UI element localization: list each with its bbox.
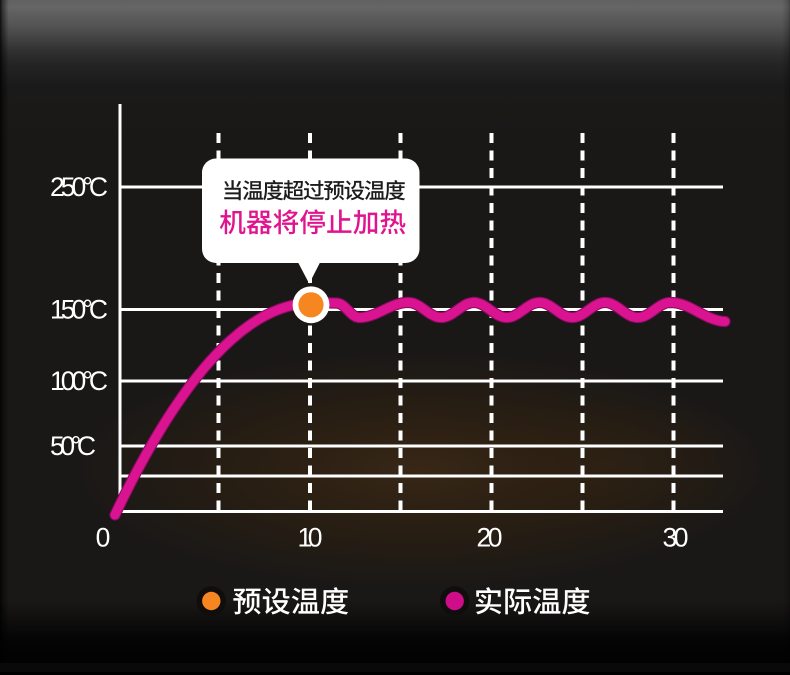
svg-text:30: 30 <box>663 523 689 553</box>
svg-text:50°C: 50°C <box>50 431 96 461</box>
svg-text:150°C: 150°C <box>50 295 108 325</box>
svg-text:100°C: 100°C <box>50 366 108 396</box>
svg-text:20: 20 <box>477 523 503 553</box>
svg-text:10: 10 <box>298 523 323 553</box>
svg-text:0: 0 <box>96 523 111 553</box>
svg-text:250°C: 250°C <box>50 172 108 202</box>
